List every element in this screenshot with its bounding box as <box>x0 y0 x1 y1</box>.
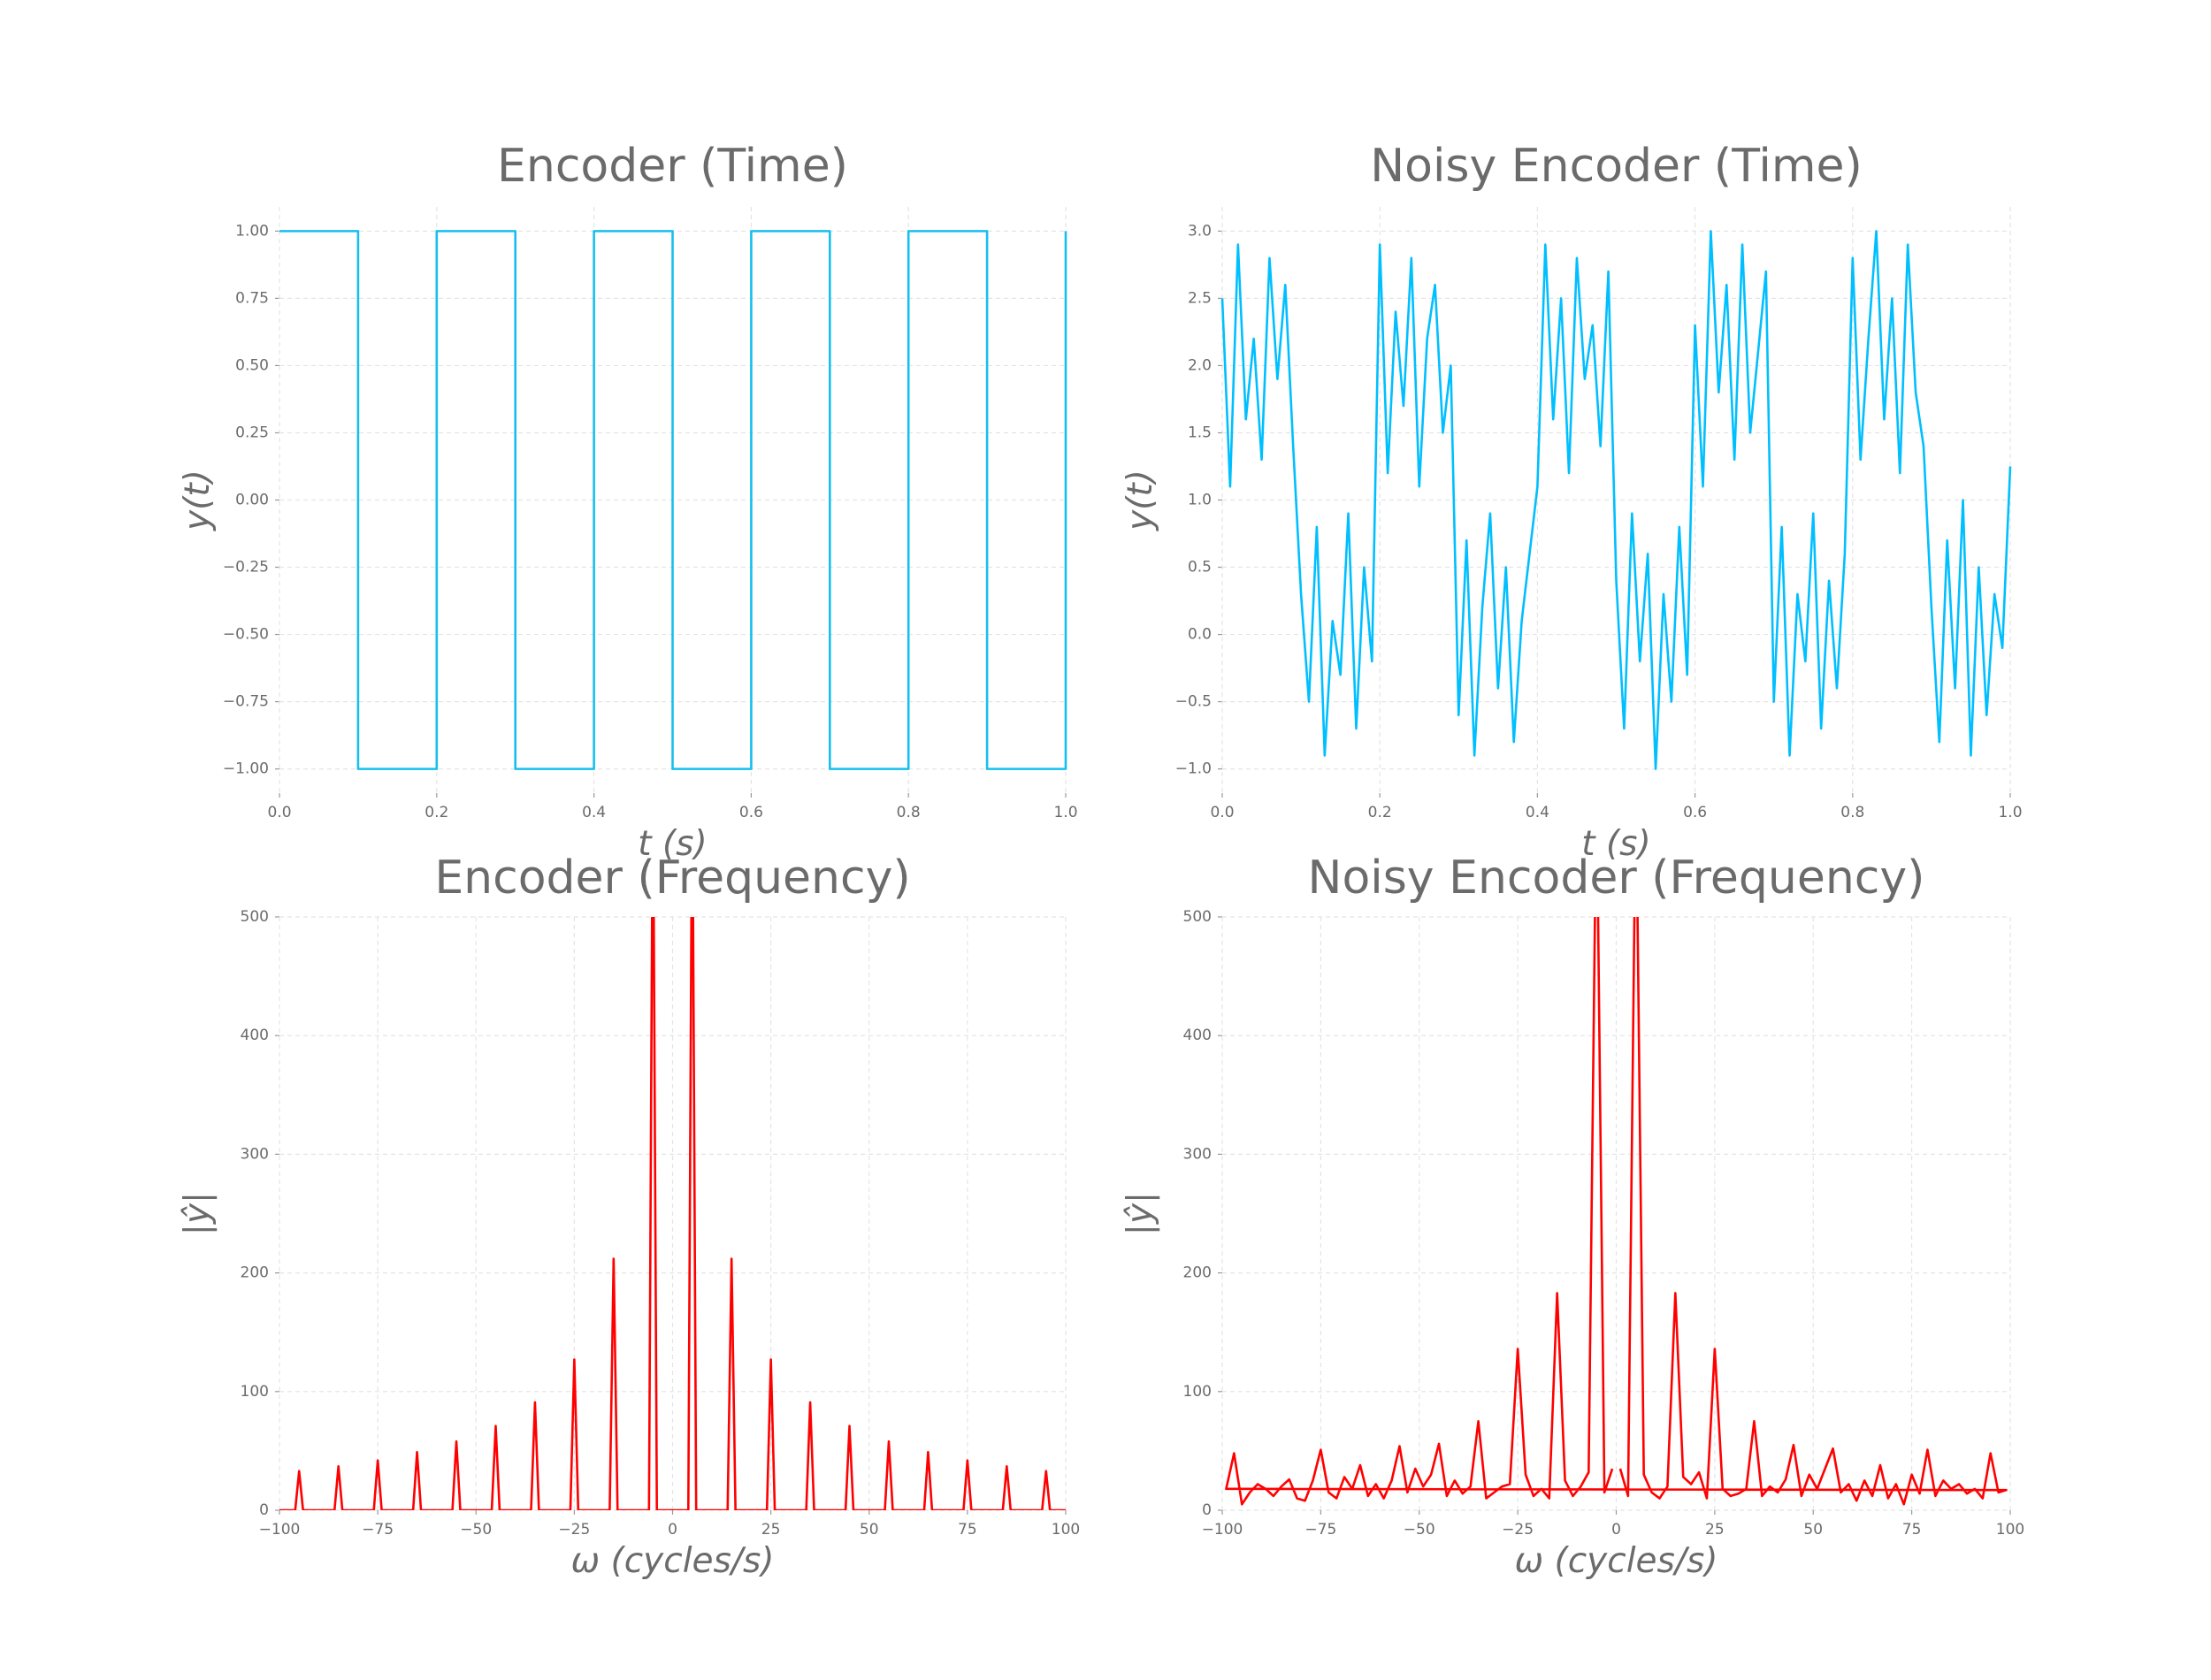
x-tick-label: 50 <box>1803 1521 1823 1539</box>
x-tick-label: 100 <box>1996 1521 2024 1539</box>
x-tick-label: −25 <box>1502 1521 1534 1539</box>
x-tick-label: 0.0 <box>267 804 291 821</box>
data-line <box>1220 230 2012 770</box>
x-tick-label: 25 <box>1705 1521 1725 1539</box>
y-tick-label: 100 <box>1183 1383 1212 1401</box>
y-tick-label: 3.0 <box>1188 222 1212 240</box>
x-tick-label: 0.8 <box>897 804 921 821</box>
y-tick-label: 500 <box>241 908 269 926</box>
chart-title: Noisy Encoder (Frequency) <box>1308 851 1925 905</box>
x-tick-label: 75 <box>1902 1521 1922 1539</box>
x-tick-label: 0.2 <box>1368 804 1392 821</box>
y-tick-label: 0.5 <box>1188 559 1212 577</box>
y-tick-label: 0.25 <box>235 424 269 441</box>
y-axis-label: |ŷ| <box>1121 1192 1160 1235</box>
x-axis-label: ω (cycles/s) <box>1514 1541 1718 1581</box>
x-tick-label: −50 <box>460 1521 492 1539</box>
y-tick-label: −1.0 <box>1175 760 1212 778</box>
subplot: 0 100 200 300 400 500 −100 −75 −50 −25 0 25 50 75 100 N… <box>1121 851 2024 1581</box>
x-axis-label: t (s) <box>638 824 707 864</box>
x-tick-label: −75 <box>1304 1521 1336 1539</box>
x-tick-label: 0.4 <box>1526 804 1549 821</box>
y-tick-label: −0.50 <box>223 626 269 644</box>
y-tick-label: 0.0 <box>1188 626 1212 644</box>
y-tick-label: 200 <box>1183 1264 1212 1282</box>
y-tick-label: 2.5 <box>1188 289 1212 307</box>
y-tick-label: 500 <box>1183 908 1212 926</box>
x-axis-label: t (s) <box>1581 824 1650 864</box>
data-line <box>279 230 1067 770</box>
y-axis-label: y(t) <box>178 470 218 531</box>
y-tick-label: −1.00 <box>223 760 269 778</box>
chart-title: Encoder (Time) <box>497 140 848 193</box>
x-tick-label: 1.0 <box>1998 804 2022 821</box>
x-tick-label: 50 <box>860 1521 879 1539</box>
x-tick-label: −75 <box>362 1521 394 1539</box>
y-tick-label: 400 <box>1183 1027 1212 1044</box>
y-tick-label: 1.00 <box>235 222 269 240</box>
x-tick-label: 0 <box>1611 1521 1621 1539</box>
x-tick-label: −100 <box>259 1521 301 1539</box>
x-axis-label: ω (cycles/s) <box>570 1541 774 1581</box>
y-tick-label: −0.5 <box>1175 693 1212 711</box>
subplot: 3.0 2.5 2.0 1.5 1.0 0.5 0.0 −0.5 −1.0 0.0 0.2 0.4 0.… <box>1121 140 2023 864</box>
subplot: 1.00 0.75 0.50 0.25 0.00 −0.25 −0.50 −0.75 −1.00… <box>178 140 1078 864</box>
y-tick-label: 0.50 <box>235 356 269 374</box>
y-tick-label: 300 <box>241 1145 269 1163</box>
y-tick-label: 400 <box>241 1027 269 1044</box>
x-tick-label: 100 <box>1052 1521 1080 1539</box>
chart-title: Encoder (Frequency) <box>434 851 910 905</box>
x-tick-label: 0.4 <box>582 804 606 821</box>
data-line <box>1225 917 2008 1506</box>
x-tick-label: −50 <box>1404 1521 1435 1539</box>
y-tick-label: 300 <box>1183 1145 1212 1163</box>
x-tick-label: −25 <box>558 1521 590 1539</box>
x-tick-label: −100 <box>1202 1521 1243 1539</box>
x-tick-label: 0.0 <box>1210 804 1234 821</box>
x-tick-label: 0.6 <box>739 804 763 821</box>
y-tick-label: −0.75 <box>223 693 269 711</box>
y-tick-label: 0.75 <box>235 289 269 307</box>
x-tick-label: 1.0 <box>1053 804 1077 821</box>
y-tick-label: 2.0 <box>1188 356 1212 374</box>
x-tick-label: 25 <box>761 1521 781 1539</box>
y-tick-label: −0.25 <box>223 559 269 577</box>
y-tick-label: 200 <box>241 1264 269 1282</box>
x-tick-label: 0.8 <box>1840 804 1864 821</box>
y-tick-label: 0 <box>259 1501 269 1519</box>
y-tick-label: 1.0 <box>1188 492 1212 509</box>
y-tick-label: 0 <box>1202 1501 1212 1519</box>
x-tick-label: 0.2 <box>425 804 448 821</box>
y-axis-label: y(t) <box>1121 470 1160 531</box>
y-axis-label: |ŷ| <box>178 1192 218 1235</box>
y-tick-label: 1.5 <box>1188 424 1212 441</box>
subplot: 0 100 200 300 400 500 −100 −75 −50 −25 0 25 50 75 100 E… <box>178 851 1080 1581</box>
y-tick-label: 100 <box>241 1383 269 1401</box>
x-tick-label: 0 <box>668 1521 677 1539</box>
chart-title: Noisy Encoder (Time) <box>1370 140 1863 193</box>
x-tick-label: 75 <box>958 1521 977 1539</box>
y-tick-label: 0.00 <box>235 492 269 509</box>
x-tick-label: 0.6 <box>1683 804 1707 821</box>
data-line <box>279 917 1066 1510</box>
